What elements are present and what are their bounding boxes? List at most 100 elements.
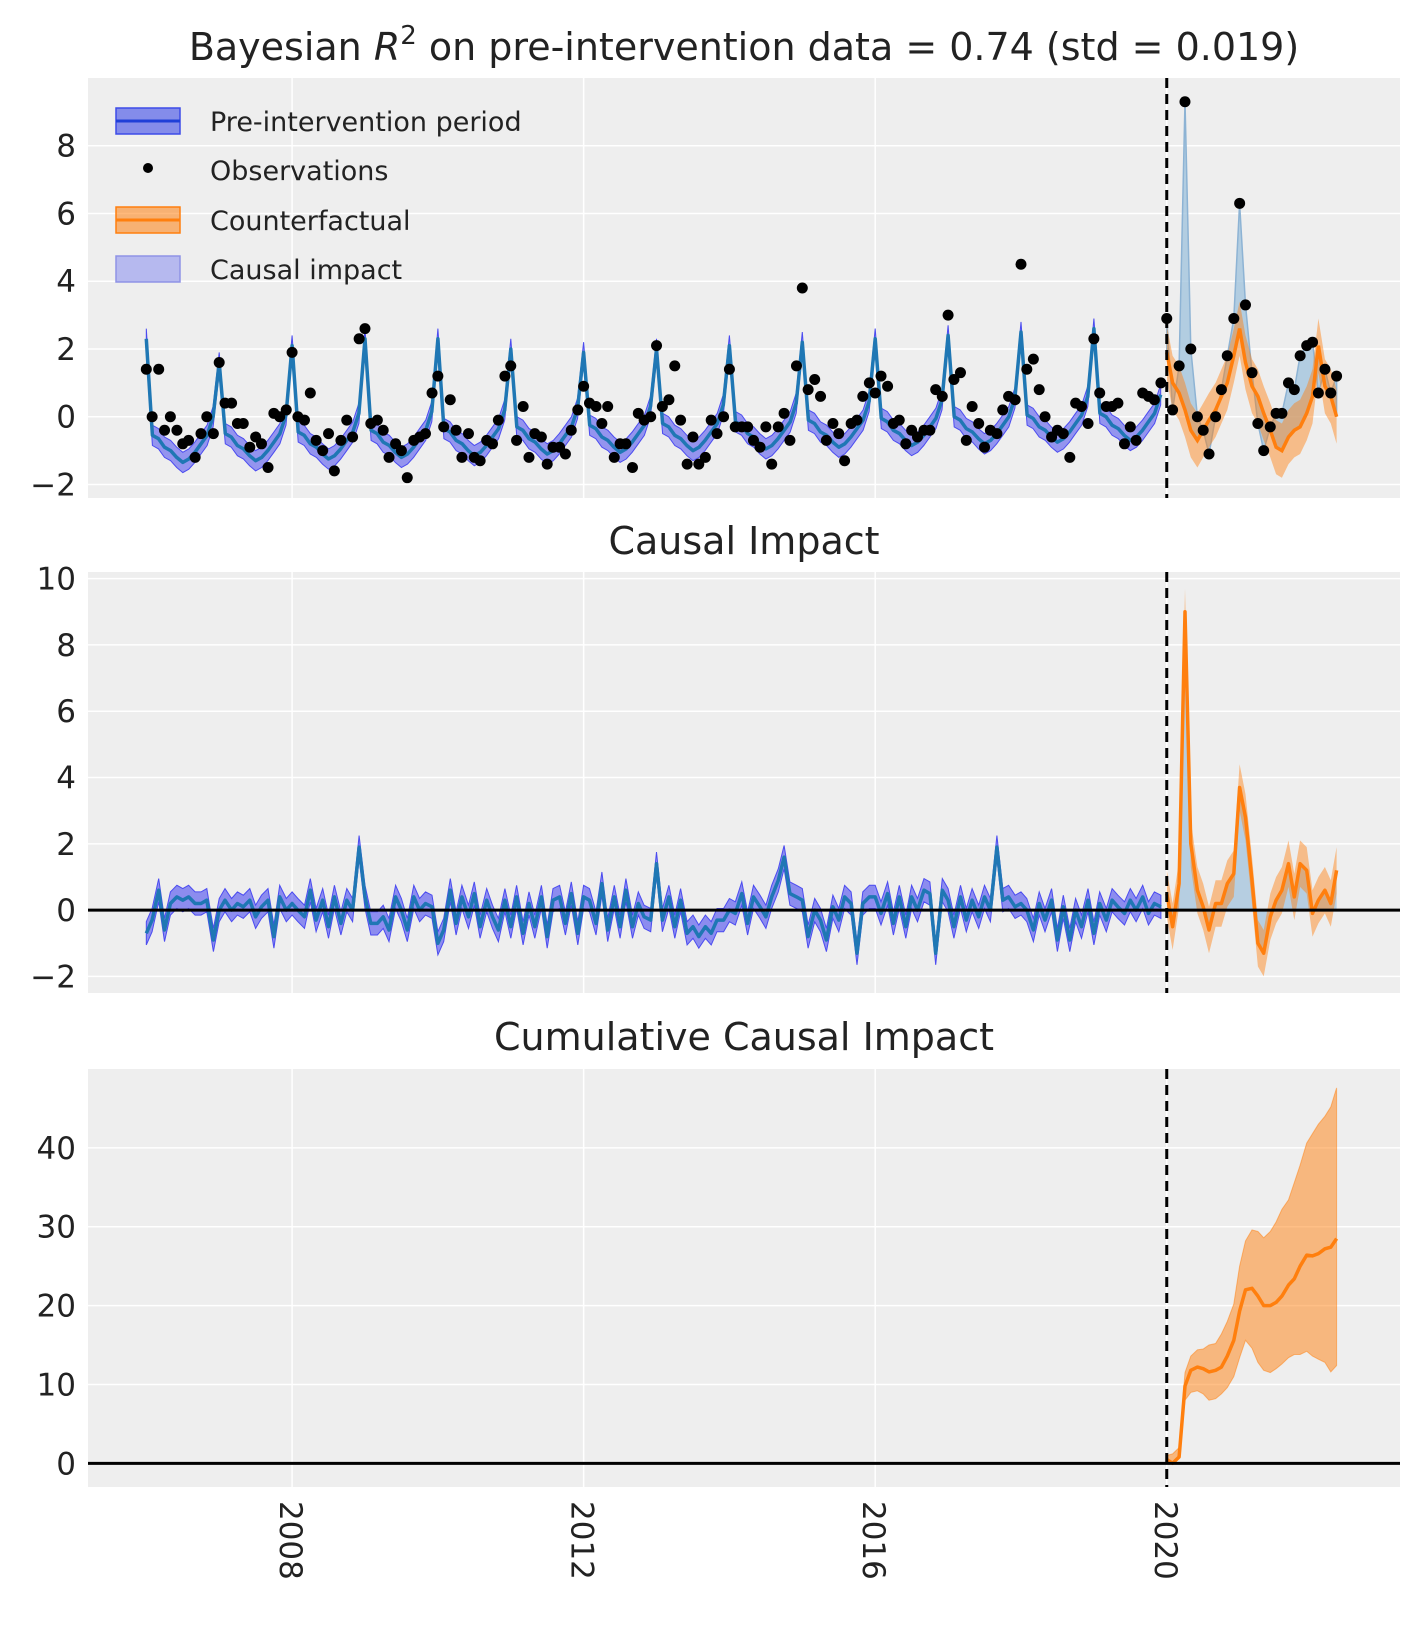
observation-point xyxy=(820,434,832,446)
panel-cumulative-impact-title: Cumulative Causal Impact xyxy=(494,1015,994,1059)
observation-point xyxy=(1307,336,1319,348)
legend-entry-pre: Pre-intervention period xyxy=(115,107,522,138)
observation-point xyxy=(1112,397,1124,409)
observation-point xyxy=(323,428,335,440)
observation-point xyxy=(1276,407,1288,419)
observation-point xyxy=(474,455,486,467)
observation-point xyxy=(1210,411,1222,423)
observation-point xyxy=(183,434,195,446)
pre-impact-line xyxy=(144,845,1162,955)
observation-point xyxy=(274,411,286,423)
observation-point xyxy=(991,428,1003,440)
legend-entry-causal-impact: Causal impact xyxy=(115,255,402,286)
observation-point xyxy=(681,458,693,470)
legend: Pre-intervention period Observations Cou… xyxy=(115,107,522,286)
observation-point xyxy=(201,411,213,423)
observation-point xyxy=(559,448,571,460)
legend-label-pre: Pre-intervention period xyxy=(210,107,522,138)
observation-point xyxy=(705,414,717,426)
observation-point xyxy=(255,438,267,450)
observation-point xyxy=(1094,387,1106,399)
observation-point xyxy=(863,377,875,389)
observation-point xyxy=(298,414,310,426)
observation-point xyxy=(1118,438,1130,450)
observation-point xyxy=(1185,343,1197,355)
observation-point xyxy=(796,282,808,294)
counterfactual-band xyxy=(1166,301,1337,478)
observation-point xyxy=(1239,299,1251,311)
observation-point xyxy=(578,380,590,392)
observation-point xyxy=(711,428,723,440)
observation-point xyxy=(395,445,407,457)
observation-point xyxy=(1246,367,1258,379)
xtick-label: 2008 xyxy=(272,1501,308,1580)
observation-point xyxy=(602,401,614,413)
observation-point xyxy=(1148,394,1160,406)
observation-point xyxy=(426,387,438,399)
observation-point xyxy=(517,401,529,413)
observation-point xyxy=(1203,448,1215,460)
observation-point xyxy=(541,458,553,470)
observation-point xyxy=(936,390,948,402)
observation-point xyxy=(669,360,681,372)
observation-point xyxy=(942,309,954,321)
observation-point xyxy=(1155,377,1167,389)
observation-point xyxy=(778,407,790,419)
panel-causal-impact: −2 0 2 4 6 8 10 Causal Impact xyxy=(30,519,1400,995)
legend-swatch-causal-impact xyxy=(115,255,181,283)
observation-point xyxy=(1288,384,1300,396)
observation-point xyxy=(304,387,316,399)
observation-point xyxy=(1191,411,1203,423)
counterfactual-line xyxy=(1165,328,1339,454)
observation-point xyxy=(620,438,632,450)
legend-label-causal-impact: Causal impact xyxy=(210,255,402,286)
ytick-label: 6 xyxy=(56,694,76,730)
observation-point xyxy=(523,451,535,463)
observation-point xyxy=(1228,312,1240,324)
ytick-label: −2 xyxy=(30,959,76,995)
ytick-label: 8 xyxy=(56,129,76,165)
observation-point xyxy=(438,421,450,433)
observation-point xyxy=(213,357,225,369)
ytick-label: 0 xyxy=(56,1446,76,1482)
observation-point xyxy=(159,424,171,436)
observation-point xyxy=(596,417,608,429)
observation-point xyxy=(608,451,620,463)
observation-point xyxy=(997,404,1009,416)
observation-point xyxy=(1173,360,1185,372)
observation-point xyxy=(353,333,365,345)
observation-point xyxy=(1331,370,1343,382)
ytick-label: 6 xyxy=(56,196,76,232)
observation-point xyxy=(626,462,638,474)
cumulative-line xyxy=(1165,1237,1339,1466)
observation-point xyxy=(153,363,165,375)
observation-point xyxy=(1064,451,1076,463)
observation-point xyxy=(790,360,802,372)
observation-point xyxy=(262,462,274,474)
observation-point xyxy=(310,434,322,446)
observation-point xyxy=(444,394,456,406)
observation-point xyxy=(747,434,759,446)
observation-point xyxy=(280,404,292,416)
observation-point xyxy=(432,370,444,382)
observation-point xyxy=(164,411,176,423)
observation-point xyxy=(1124,421,1136,433)
observation-point xyxy=(882,380,894,392)
panel-causal-impact-marks xyxy=(88,572,1400,993)
observation-point xyxy=(979,441,991,453)
observation-point xyxy=(456,451,468,463)
ytick-label: 2 xyxy=(56,332,76,368)
ytick-label: 10 xyxy=(37,562,76,598)
title-suffix: on pre-intervention data = 0.74 (std = 0… xyxy=(417,25,1299,69)
observation-point xyxy=(857,390,869,402)
observation-point xyxy=(960,434,972,446)
observation-point xyxy=(875,370,887,382)
xtick-label: 2016 xyxy=(855,1501,891,1580)
observation-point xyxy=(1009,394,1021,406)
observation-point xyxy=(565,424,577,436)
observation-point xyxy=(693,458,705,470)
ytick-label: 0 xyxy=(56,400,76,436)
